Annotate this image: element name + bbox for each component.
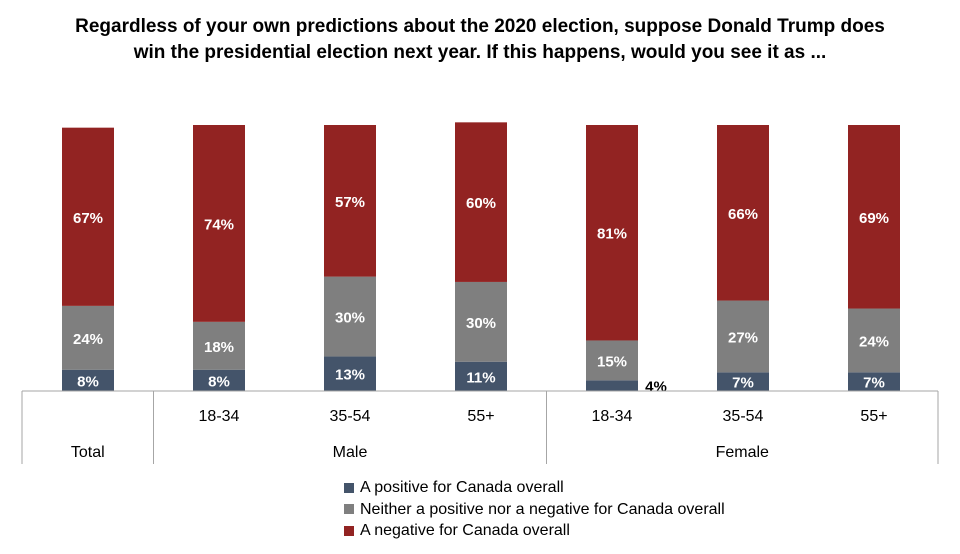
data-label: 7%: [863, 375, 885, 392]
data-label: 27%: [728, 329, 758, 346]
bar-segment-negative: [62, 127, 114, 306]
data-label: 8%: [77, 373, 99, 390]
data-label: 7%: [732, 375, 754, 392]
bar-segment-neither: [193, 321, 245, 370]
category-label: 35-54: [330, 408, 371, 425]
bar-segment-neither: [848, 308, 900, 373]
bar-segment-negative: [717, 125, 769, 301]
legend-item-neither: Neither a positive nor a negative for Ca…: [344, 499, 725, 521]
bar-segment-negative: [193, 125, 245, 322]
legend-label-negative: A negative for Canada overall: [360, 522, 570, 539]
category-label: 18-34: [592, 408, 633, 425]
legend-item-negative: A negative for Canada overall: [344, 520, 725, 542]
data-label: 69%: [859, 210, 889, 227]
bar-segment-negative: [324, 125, 376, 277]
category-label: 35-54: [723, 408, 764, 425]
category-label: 55+: [467, 408, 494, 425]
group-label: Total: [71, 444, 105, 461]
category-label: 55+: [860, 408, 887, 425]
bar-segment-positive: [455, 361, 507, 391]
data-label: 11%: [466, 369, 495, 386]
bar-segment-neither: [455, 281, 507, 362]
group-label: Female: [716, 444, 769, 461]
data-label: 24%: [73, 331, 103, 348]
legend-swatch-negative: [344, 525, 354, 536]
bar-segment-negative: [586, 125, 638, 341]
data-label: 57%: [335, 194, 365, 211]
data-label: 30%: [466, 315, 496, 332]
bar-segment-positive: [62, 369, 114, 391]
legend-label-neither: Neither a positive nor a negative for Ca…: [360, 500, 725, 518]
data-label: 18%: [204, 339, 234, 356]
data-label: 15%: [597, 353, 627, 370]
data-label: 81%: [597, 226, 627, 243]
bar-segment-positive: [193, 369, 245, 391]
bar-segment-neither: [324, 276, 376, 357]
data-label: 30%: [335, 310, 365, 327]
group-label: Male: [333, 444, 368, 461]
chart-title: Regardless of your own predictions about…: [75, 16, 885, 63]
data-label: 67%: [73, 210, 103, 227]
data-label: 24%: [859, 333, 889, 350]
legend: A positive for Canada overall Neither a …: [344, 477, 725, 542]
bar-segment-positive: [717, 372, 769, 391]
legend-swatch-neither: [344, 504, 354, 515]
legend-label-positive: A positive for Canada overall: [360, 479, 564, 496]
category-label: 18-34: [199, 408, 240, 425]
bar-segment-neither: [717, 300, 769, 373]
data-label: 4%: [645, 379, 667, 396]
data-label: 74%: [204, 216, 234, 233]
bar-segment-neither: [62, 305, 114, 370]
bar-segment-neither: [586, 340, 638, 381]
data-label: 13%: [335, 367, 365, 384]
data-label: 60%: [466, 195, 496, 212]
bar-segment-positive: [586, 380, 638, 391]
data-label: 8%: [208, 373, 230, 390]
legend-swatch-positive: [344, 482, 354, 493]
bar-segment-negative: [455, 122, 507, 282]
legend-item-positive: A positive for Canada overall: [344, 477, 725, 499]
bar-segment-positive: [848, 372, 900, 391]
data-label: 66%: [728, 206, 758, 223]
bar-segment-positive: [324, 356, 376, 391]
bar-segment-negative: [848, 125, 900, 309]
